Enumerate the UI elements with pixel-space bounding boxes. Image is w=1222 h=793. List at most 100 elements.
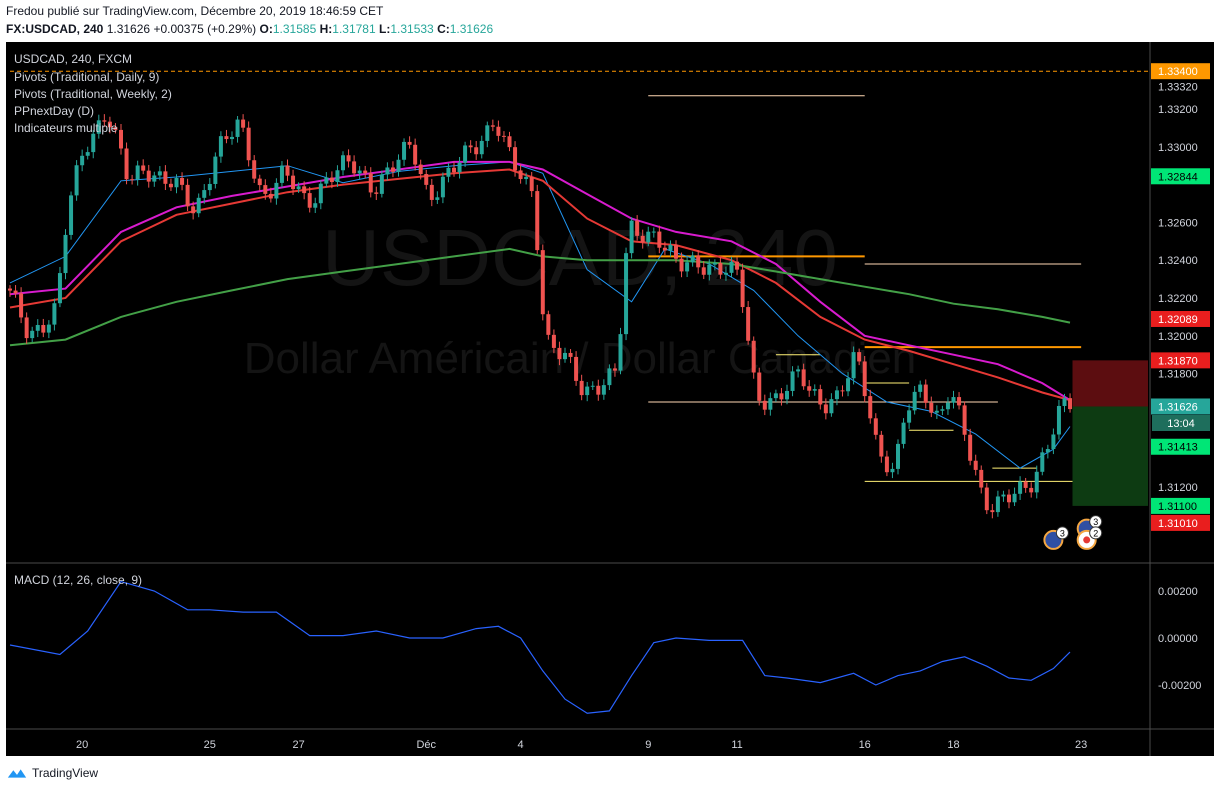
- candle-body[interactable]: [174, 177, 179, 188]
- macd-title[interactable]: MACD (12, 26, close, 9): [14, 573, 142, 587]
- candle-body[interactable]: [1023, 481, 1028, 488]
- candle-body[interactable]: [707, 264, 712, 275]
- candle-body[interactable]: [796, 369, 801, 372]
- candle-body[interactable]: [1045, 449, 1050, 453]
- candle-body[interactable]: [429, 184, 434, 200]
- candle-body[interactable]: [496, 126, 501, 136]
- candle-body[interactable]: [535, 191, 540, 251]
- candle-body[interactable]: [1018, 481, 1023, 494]
- candle-body[interactable]: [96, 120, 101, 134]
- candle-body[interactable]: [407, 141, 412, 145]
- candle-body[interactable]: [1012, 493, 1017, 503]
- candle-body[interactable]: [890, 468, 895, 473]
- candle-body[interactable]: [657, 231, 662, 248]
- candle-body[interactable]: [52, 303, 57, 325]
- candle-body[interactable]: [74, 165, 79, 196]
- candle-body[interactable]: [768, 398, 773, 410]
- candle-body[interactable]: [80, 155, 85, 166]
- candle-body[interactable]: [235, 119, 240, 137]
- candle-body[interactable]: [413, 144, 418, 165]
- candle-body[interactable]: [202, 190, 207, 198]
- candle-body[interactable]: [529, 176, 534, 192]
- candle-body[interactable]: [313, 203, 318, 208]
- candle-body[interactable]: [346, 155, 351, 162]
- candle-body[interactable]: [329, 177, 334, 183]
- candle-body[interactable]: [457, 162, 462, 173]
- candle-body[interactable]: [518, 170, 523, 180]
- candle-body[interactable]: [646, 231, 651, 243]
- candle-body[interactable]: [452, 167, 456, 173]
- candle-body[interactable]: [546, 314, 551, 335]
- candle-body[interactable]: [929, 402, 934, 413]
- candle-body[interactable]: [63, 234, 68, 274]
- candle-body[interactable]: [241, 119, 246, 128]
- candle-body[interactable]: [668, 244, 673, 251]
- candle-body[interactable]: [185, 184, 190, 207]
- candle-body[interactable]: [1068, 398, 1073, 410]
- candle-body[interactable]: [35, 325, 40, 331]
- candle-body[interactable]: [857, 352, 862, 362]
- legend-pivots-weekly[interactable]: Pivots (Traditional, Weekly, 2): [14, 87, 172, 101]
- candle-body[interactable]: [180, 177, 185, 185]
- candle-body[interactable]: [102, 120, 107, 122]
- candle-body[interactable]: [884, 456, 889, 473]
- candle-body[interactable]: [540, 250, 545, 315]
- candle-body[interactable]: [807, 386, 812, 391]
- candle-body[interactable]: [513, 147, 518, 171]
- candle-body[interactable]: [468, 145, 473, 148]
- candle-body[interactable]: [757, 372, 762, 401]
- candle-body[interactable]: [995, 496, 1000, 513]
- candle-body[interactable]: [418, 164, 423, 175]
- candle-body[interactable]: [191, 206, 196, 214]
- candle-body[interactable]: [13, 290, 18, 294]
- position-box[interactable]: [1072, 360, 1149, 506]
- candle-body[interactable]: [729, 261, 734, 273]
- candle-body[interactable]: [751, 340, 756, 373]
- candle-body[interactable]: [834, 390, 839, 400]
- candle-body[interactable]: [740, 269, 745, 308]
- candle-body[interactable]: [590, 385, 595, 387]
- candle-body[interactable]: [501, 135, 506, 137]
- candle-body[interactable]: [69, 195, 74, 235]
- candle-body[interactable]: [624, 253, 629, 335]
- candle-body[interactable]: [379, 174, 384, 194]
- candle-body[interactable]: [901, 422, 906, 444]
- candle-body[interactable]: [912, 391, 917, 411]
- candle-body[interactable]: [640, 235, 645, 243]
- candle-body[interactable]: [1007, 494, 1011, 503]
- candle-body[interactable]: [1029, 487, 1034, 493]
- candle-body[interactable]: [940, 409, 945, 411]
- candle-body[interactable]: [302, 186, 307, 194]
- candle-body[interactable]: [612, 368, 617, 371]
- legend-symbol[interactable]: USDCAD, 240, FXCM: [14, 52, 132, 66]
- candle-body[interactable]: [296, 186, 301, 190]
- candle-body[interactable]: [335, 170, 340, 183]
- candle-body[interactable]: [196, 197, 201, 214]
- candle-body[interactable]: [862, 361, 867, 397]
- candle-body[interactable]: [1051, 434, 1056, 450]
- candle-body[interactable]: [951, 397, 956, 403]
- candle-body[interactable]: [268, 193, 273, 199]
- tradingview-brand[interactable]: TradingView: [6, 766, 98, 780]
- candle-body[interactable]: [879, 434, 884, 457]
- candle-body[interactable]: [390, 167, 395, 172]
- candle-body[interactable]: [979, 469, 984, 488]
- candle-body[interactable]: [829, 399, 834, 414]
- candle-body[interactable]: [718, 262, 723, 275]
- candle-body[interactable]: [440, 176, 445, 198]
- candle-body[interactable]: [157, 171, 162, 176]
- candle-body[interactable]: [984, 487, 989, 511]
- candle-body[interactable]: [291, 175, 296, 190]
- position-target-zone[interactable]: [1072, 406, 1149, 506]
- candle-body[interactable]: [85, 152, 90, 156]
- candle-body[interactable]: [907, 410, 912, 423]
- candle-body[interactable]: [524, 176, 529, 180]
- position-stop-zone[interactable]: [1072, 360, 1149, 407]
- candle-body[interactable]: [279, 165, 284, 183]
- candle-body[interactable]: [851, 352, 856, 379]
- candle-body[interactable]: [896, 443, 900, 469]
- candle-body[interactable]: [485, 125, 490, 141]
- candle-body[interactable]: [113, 127, 118, 130]
- candle-body[interactable]: [923, 384, 928, 403]
